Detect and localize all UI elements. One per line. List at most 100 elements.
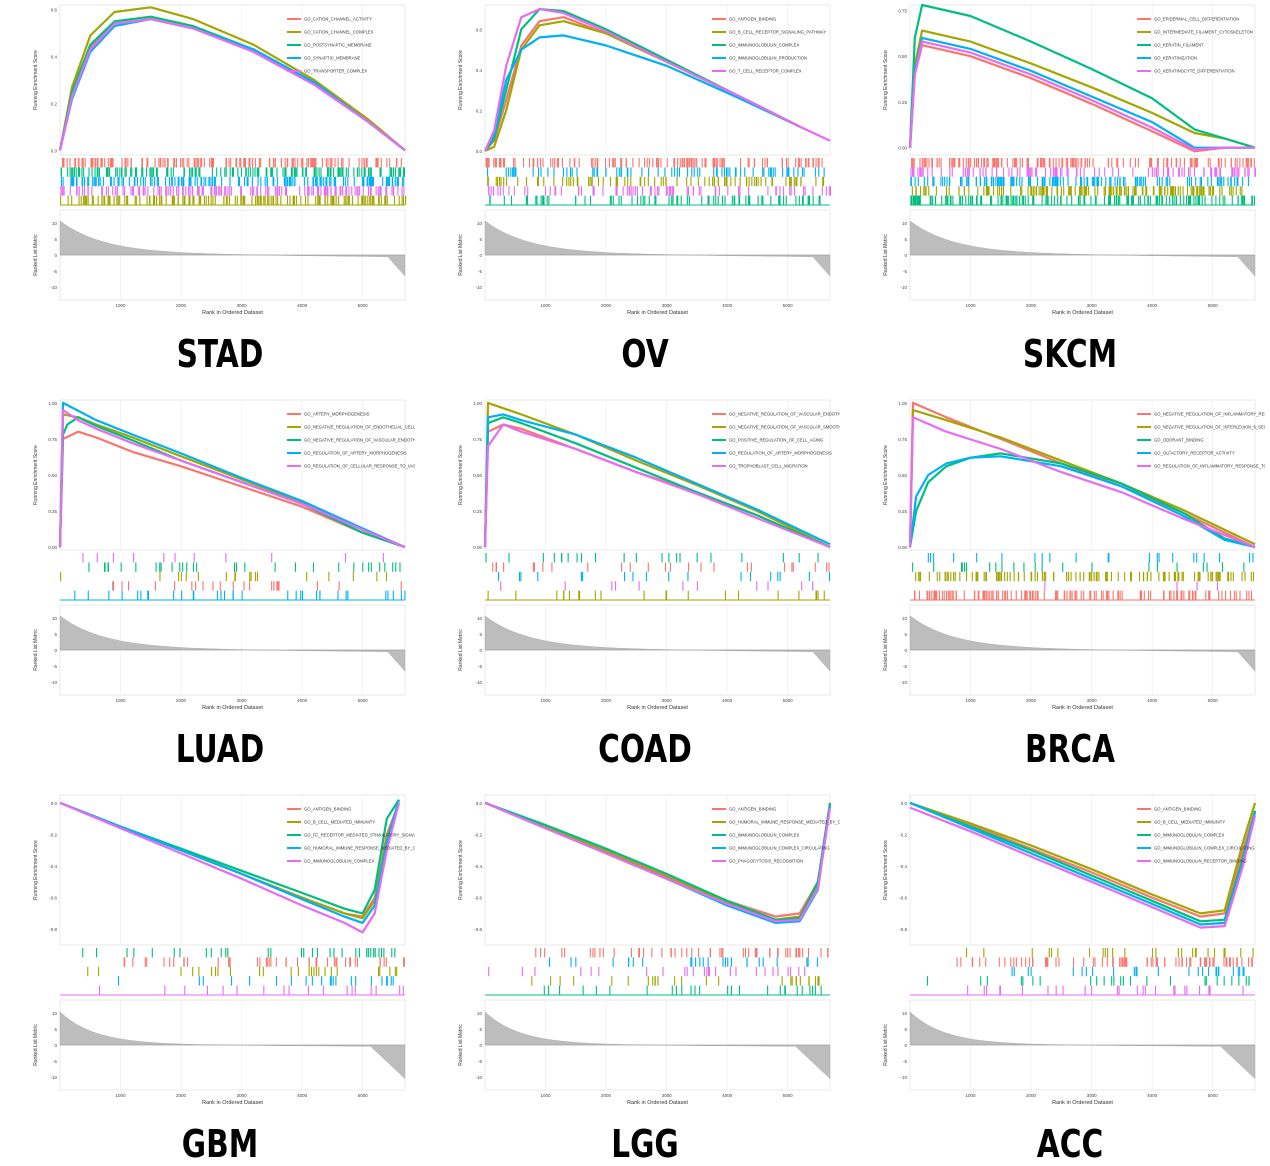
hit-mark [265,186,267,196]
hit-mark [1200,176,1203,187]
hit-mark [699,985,701,995]
hit-mark [175,158,177,168]
rank-tick-label: 1000 [116,698,127,703]
hit-mark [1149,158,1151,168]
hit-mark [973,158,976,168]
hit-mark [500,158,502,168]
hit-mark [717,195,719,205]
metric-y-tick-label: -5 [478,1059,482,1064]
legend: GO_ANTIGEN_BINDINGGO_B_CELL_MEDIATED_IMM… [1137,807,1255,864]
hit-mark [613,948,615,958]
metric-axis-label: Ranked List Metric [883,1024,889,1066]
hit-mark [404,590,406,600]
hit-mark [1164,957,1166,967]
hit-mark [1188,176,1191,187]
hit-mark [63,158,65,168]
hit-mark [173,195,175,205]
hit-mark [236,195,238,205]
hit-mark [487,167,489,177]
hit-mark [182,186,184,196]
hit-mark [716,167,718,177]
legend-label: GO_SYNAPTIC_MEMBRANE [304,56,361,61]
es-curve-go-regulation-of-cellular-response-to-vascular-endothelial-growth [58,409,406,549]
hit-mark [156,176,158,187]
hit-mark [370,948,372,958]
hit-mark [237,176,240,187]
hit-mark [640,176,642,187]
hit-mark [194,167,196,177]
metric-y-tick-label: -5 [903,269,907,274]
hit-mark [1002,167,1005,177]
hit-mark [61,186,63,196]
hit-mark [666,158,668,168]
hit-mark [591,158,593,168]
hit-mark [1181,590,1183,600]
hit-mark [627,176,629,187]
hit-mark [918,590,920,600]
hit-mark [382,553,384,563]
hit-mark [268,186,270,196]
hit-mark [270,195,272,205]
hit-mark [542,562,544,572]
hit-mark [1147,167,1149,177]
hit-mark [553,167,555,177]
hit-mark [582,571,584,582]
hit-mark [84,195,86,205]
hit-mark [195,167,197,177]
hit-mark [1113,966,1115,977]
hit-mark [985,186,987,196]
hit-mark [327,195,329,205]
es-y-tick-label: 0.75 [473,437,482,442]
hit-mark [307,186,310,196]
metric-y-tick-label: -5 [478,664,482,669]
hit-mark [194,176,196,187]
hit-mark [539,158,542,168]
hit-mark [735,966,737,977]
hit-mark [536,195,538,205]
hit-mark [1151,167,1153,177]
hit-mark [1021,186,1023,196]
hit-band [910,176,1250,187]
hit-mark [159,562,161,572]
hit-mark [274,562,276,572]
hit-mark [933,562,935,572]
hit-mark [737,590,740,600]
es-axis-label: Running Enrichment Score [458,840,464,900]
hit-mark [707,195,709,205]
hit-mark [740,571,742,582]
hit-mark [986,186,988,196]
hit-mark [1167,167,1169,177]
hit-mark [96,553,98,563]
hit-mark [1076,590,1078,600]
hit-mark [289,176,291,187]
hit-mark [403,957,405,967]
hit-mark [214,176,216,187]
hit-mark [913,158,915,168]
hit-mark [367,186,370,196]
hit-mark [1080,186,1082,196]
hit-mark [1072,966,1074,977]
hit-mark [239,158,241,168]
hit-mark [96,158,98,168]
hit-mark [229,966,231,977]
hit-mark [756,948,758,958]
hit-mark [315,158,317,168]
hit-mark [1142,186,1144,196]
hit-mark [1200,186,1202,196]
hit-mark [654,176,656,187]
hit-mark [770,195,772,205]
hit-mark [98,985,101,995]
hit-mark [370,195,372,205]
hit-mark [597,167,599,177]
hit-mark [1215,167,1217,177]
hit-mark [502,158,505,168]
hit-mark [735,167,737,177]
hit-mark [919,167,921,177]
hit-mark [306,571,308,582]
hit-mark [772,167,774,177]
hit-mark [189,186,191,196]
hit-mark [1028,957,1031,967]
hit-mark [94,158,97,168]
hit-mark [1174,186,1177,196]
hit-mark [396,966,398,977]
